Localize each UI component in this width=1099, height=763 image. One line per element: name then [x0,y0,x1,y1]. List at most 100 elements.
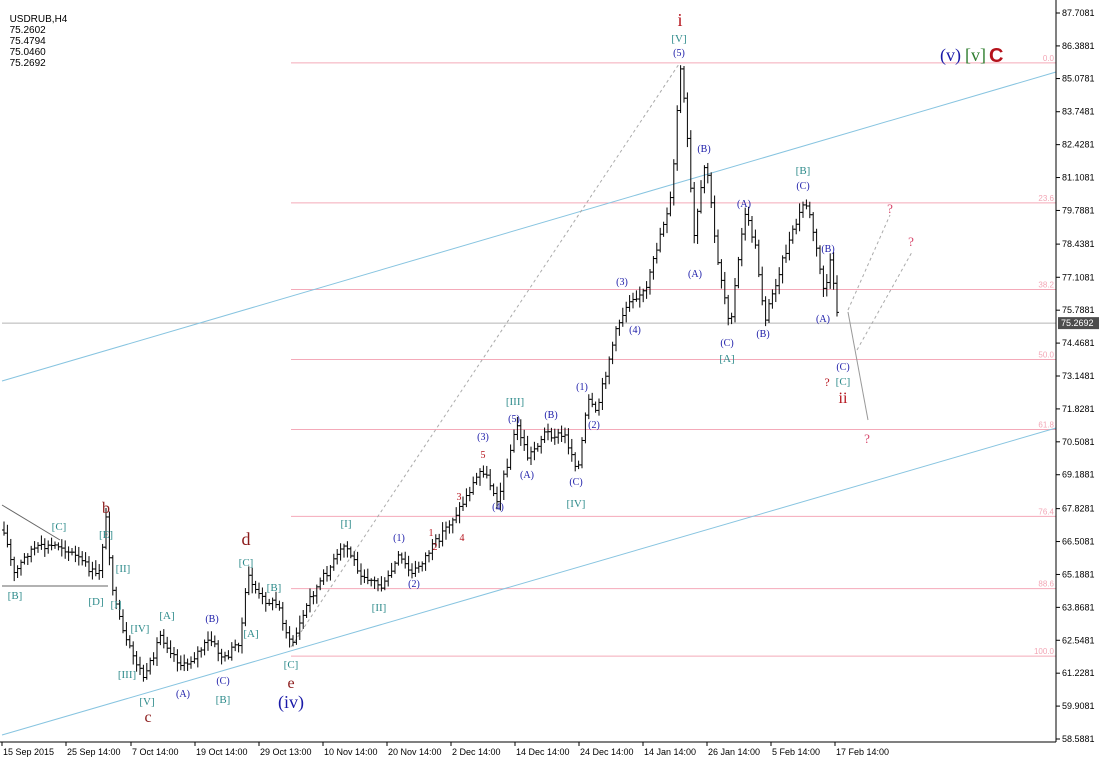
candle-3 [12,556,17,582]
y-tick-label-20: 61.2281 [1062,668,1095,678]
wave-label-33: (4) [492,502,504,513]
wave-label-60: ii [839,390,848,407]
candle-154 [525,435,530,461]
candle-228 [777,267,782,295]
fib-label-7: 100.0 [1034,647,1055,656]
candle-119 [406,555,411,577]
x-tick-label-1: 25 Sep 14:00 [67,747,121,757]
candle-237 [807,201,812,219]
candle-106 [362,569,367,584]
candle-198 [675,105,680,171]
candle-22 [76,546,81,566]
chart-header: USDRUB,H4 75.2602 75.4794 75.0460 75.269… [4,3,73,69]
candle-191 [651,256,656,280]
wave-label-18: [B] [267,582,282,594]
candle-218 [743,207,748,241]
wave-label-55: (B) [821,244,834,255]
candle-186 [634,290,639,302]
candle-10 [36,542,40,553]
y-tick-label-18: 63.8681 [1062,602,1095,612]
candle-202 [688,130,693,193]
fib-label-2: 38.2 [1038,280,1054,289]
corner-label-v-blue: (v) [940,45,961,66]
candle-158 [539,435,544,454]
candle-47 [161,629,166,649]
candle-18 [63,540,68,559]
y-tick-label-22: 58.5881 [1062,734,1095,744]
candle-38 [131,641,136,665]
y-tick-label-15: 67.8281 [1062,504,1095,514]
y-tick-label-8: 77.1081 [1062,272,1095,282]
candle-105 [359,563,363,585]
candle-57 [195,646,200,668]
wave-label-53: [B] [796,165,811,177]
candle-53 [182,654,187,672]
candle-245 [835,275,839,317]
channel-lower-line [1,427,1057,736]
y-tick-label-14: 69.1881 [1062,470,1095,480]
candle-98 [335,549,340,565]
fib-label-0: 0.0 [1043,54,1055,63]
candle-140 [478,468,482,486]
candle-149 [508,444,513,470]
candle-206 [702,165,707,194]
y-tick-label-9: 75.7881 [1062,305,1095,315]
wave-label-25: (1) [393,533,405,544]
candle-72 [246,566,251,596]
wave-label-41: (2) [588,420,600,431]
candle-147 [501,470,506,501]
candle-193 [658,227,663,253]
x-tick-label-0: 15 Sep 2015 [3,747,54,757]
candle-125 [427,550,431,563]
candle-4 [15,565,20,579]
candle-182 [620,307,625,327]
candle-24 [83,552,88,567]
x-tick-label-4: 29 Oct 13:00 [260,747,312,757]
fib-label-5: 76.4 [1038,507,1054,516]
candle-241 [821,265,826,297]
wave-label-43: (4) [629,325,641,336]
wave-label-52: (B) [756,329,769,340]
candle-12 [42,538,47,557]
candle-153 [522,429,527,451]
candle-155 [529,446,533,465]
y-tick-label-0: 87.7081 [1062,8,1095,18]
candle-226 [770,289,775,309]
symbol-timeframe: USDRUB,H4 [9,14,68,25]
candle-204 [695,208,700,244]
candle-21 [73,545,78,563]
candle-222 [756,239,761,278]
candle-143 [488,469,493,491]
wave-label-23: [I] [341,518,352,530]
candle-211 [719,259,724,289]
candle-223 [760,266,765,306]
y-tick-label-17: 65.1881 [1062,569,1095,579]
candle-141 [481,465,486,478]
wave-label-36: (A) [520,470,534,481]
candle-196 [668,191,673,217]
wave-label-6: [II] [116,563,131,575]
close-value: 75.2692 [9,58,46,69]
wave-label-7: [IV] [131,623,150,635]
candle-214 [729,312,734,325]
candle-184 [627,295,632,312]
candle-69 [236,642,241,653]
candle-71 [243,588,248,627]
projection-lines [290,63,913,648]
x-tick-label-2: 7 Oct 14:00 [132,747,179,757]
candle-242 [824,274,829,297]
y-tick-label-11: 73.1481 [1062,371,1095,381]
candle-56 [192,652,197,664]
candle-74 [253,580,258,594]
wave-label-45: [V] [671,33,686,45]
x-tick-label-7: 2 Dec 14:00 [452,747,501,757]
candle-120 [410,563,414,579]
candle-225 [767,299,771,323]
y-tick-label-16: 66.5081 [1062,537,1095,547]
candle-40 [138,656,142,675]
x-tick-label-13: 17 Feb 14:00 [836,747,889,757]
candle-2 [8,538,13,566]
candle-62 [212,635,217,648]
